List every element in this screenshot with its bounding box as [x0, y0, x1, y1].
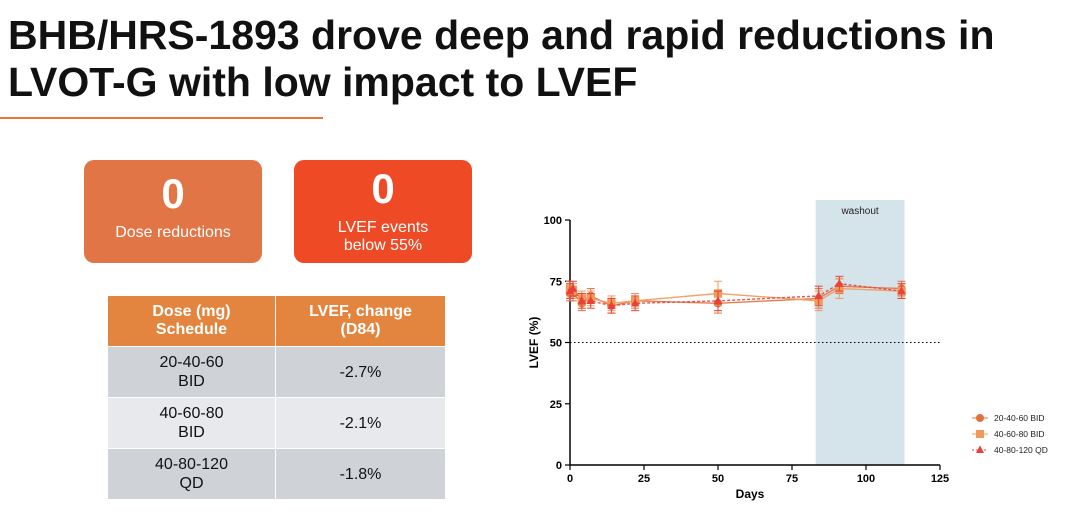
x-tick-label: 75	[786, 473, 798, 485]
legend-marker	[976, 445, 984, 453]
data-point	[835, 278, 844, 287]
change-cell: -2.1%	[275, 397, 446, 449]
lvef-events-card: 0 LVEF events below 55%	[294, 160, 472, 263]
lvef-events-label-line1: LVEF events	[337, 219, 429, 236]
legend-label: 40-60-80 BID	[994, 429, 1045, 439]
x-tick-label: 50	[712, 473, 724, 485]
data-point	[814, 291, 823, 300]
data-point	[586, 296, 595, 304]
dose-cell: 20-40-60 BID	[107, 346, 276, 398]
data-point	[713, 296, 723, 304]
data-point	[568, 283, 578, 292]
data-point	[630, 298, 640, 307]
lvef-events-label: LVEF events below 55%	[294, 219, 472, 255]
y-tick-label: 75	[550, 276, 562, 288]
dose-reductions-label: Dose reductions	[115, 224, 231, 241]
washout-band	[815, 200, 905, 465]
table-row: 40-60-80 BID -2.1%	[107, 397, 446, 449]
y-tick-label: 0	[556, 460, 562, 472]
x-tick-label: 25	[638, 473, 650, 485]
table-row: 40-80-120 QD -1.8%	[107, 448, 446, 500]
series-line-1	[570, 285, 902, 307]
y-axis-label: LVEF (%)	[527, 317, 541, 369]
header-lvef-line1: LVEF, change	[309, 303, 412, 320]
dose-cell-line1: 40-60-80	[159, 405, 224, 422]
dose-cell-line2: QD	[179, 475, 204, 492]
table-header-row: Dose (mg) Schedule LVEF, change (D84)	[107, 295, 446, 347]
x-axis-label: Days	[736, 487, 765, 501]
header-lvef-line2: (D84)	[340, 321, 381, 338]
legend-label: 40-80-120 QD	[994, 445, 1048, 455]
data-point	[577, 296, 587, 304]
dose-cell-line1: 40-80-120	[155, 456, 228, 473]
header-dose-line2: Schedule	[155, 321, 228, 338]
lvef-events-value: 0	[371, 165, 395, 212]
data-point	[897, 286, 906, 295]
lvef-events-label-line2: below 55%	[343, 237, 423, 254]
change-cell: -2.7%	[275, 346, 446, 398]
table-row: 20-40-60 BID -2.7%	[107, 346, 446, 398]
dose-cell-line2: BID	[178, 373, 205, 390]
title-underline	[0, 117, 323, 119]
x-tick-label: 0	[567, 473, 573, 485]
dose-cell: 40-60-80 BID	[107, 397, 276, 449]
data-point	[607, 300, 616, 309]
legend-label: 20-40-60 BID	[994, 413, 1045, 423]
change-cell: -1.8%	[275, 448, 446, 500]
y-tick-label: 50	[550, 338, 562, 350]
legend-marker	[976, 430, 984, 438]
header-dose-schedule: Dose (mg) Schedule	[107, 295, 276, 347]
legend-marker	[976, 414, 984, 422]
lvef-change-table: Dose (mg) Schedule LVEF, change (D84) 20…	[107, 295, 446, 500]
header-dose-line1: Dose (mg)	[152, 303, 231, 320]
dose-reductions-card: 0 Dose reductions	[84, 160, 262, 263]
dose-reductions-value: 0	[161, 170, 185, 217]
x-tick-label: 125	[931, 473, 949, 485]
series-line-3	[569, 282, 902, 307]
y-tick-label: 100	[544, 215, 562, 227]
dose-cell: 40-80-120 QD	[107, 448, 276, 500]
y-tick-label: 25	[550, 399, 562, 411]
x-tick-label: 100	[857, 473, 875, 485]
washout-label: washout	[840, 206, 878, 217]
lvef-line-chart: washout 0 25 50 75 100 0 25 50 75 100 125 Days LVEF (…	[527, 200, 1048, 501]
dose-cell-line1: 20-40-60	[159, 354, 224, 371]
page-title: BHB/HRS-1893 drove deep and rapid reduct…	[8, 12, 995, 105]
header-lvef-change: LVEF, change (D84)	[275, 295, 446, 347]
dose-cell-line2: BID	[178, 424, 205, 441]
